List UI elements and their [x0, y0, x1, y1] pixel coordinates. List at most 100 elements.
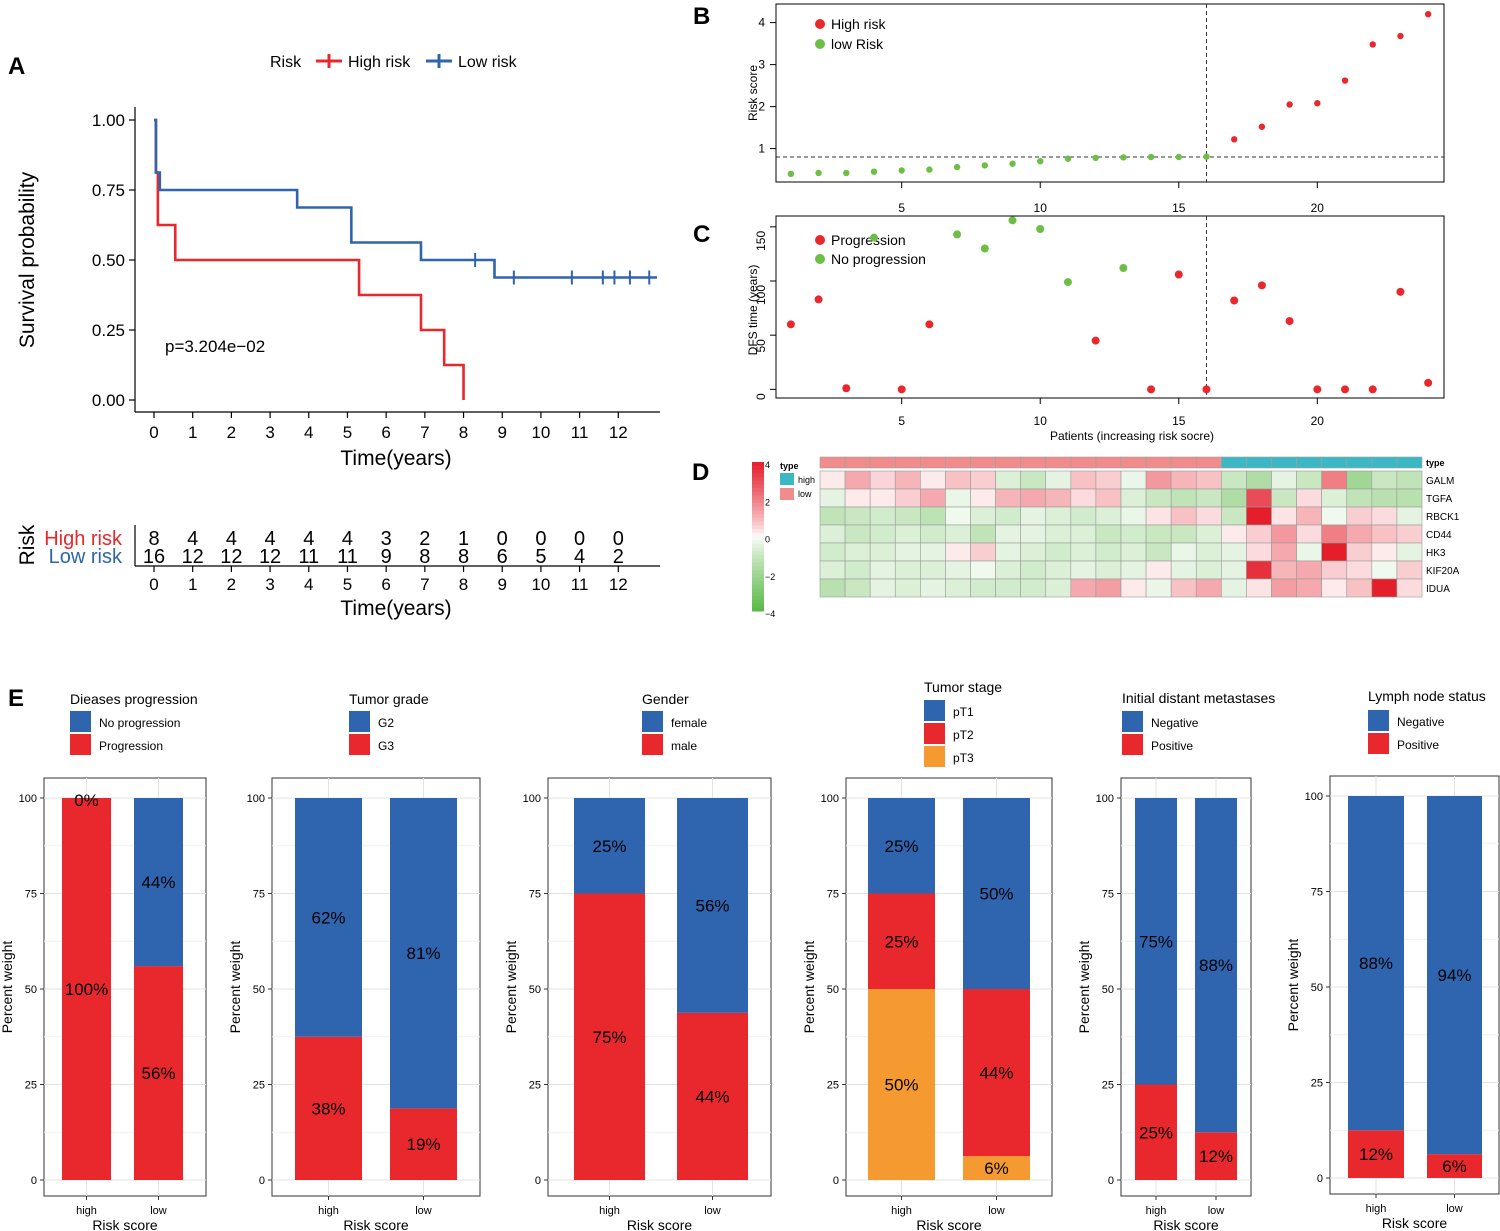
risk-table-tick-label: 1 [188, 575, 197, 594]
risk-point [1369, 41, 1376, 48]
heatmap-cell [1195, 542, 1222, 562]
heatmap-cell [1145, 506, 1172, 526]
heatmap-type-cell [1396, 456, 1423, 469]
heatmap-cell [844, 524, 871, 544]
heatmap-cell [1070, 488, 1097, 508]
bar-y-tick-label: 25 [253, 1080, 265, 1092]
dfs-point [953, 230, 962, 239]
risk-table-count: 0 [535, 528, 546, 550]
risk-score-panel: B 1 2 3 4 5 10 15 20 Risk score High risk low Risk [693, 3, 1445, 215]
heatmap-cell [1396, 560, 1423, 580]
bar-data-label: 0% [74, 791, 99, 810]
heatmap-cell [1170, 506, 1197, 526]
bar-y-tick-label: 75 [1311, 887, 1323, 899]
dfs-x-tick-label: 15 [1172, 414, 1186, 428]
risk-table-count: 4 [226, 528, 237, 550]
dfs-point [1230, 296, 1239, 305]
dfs-x-axis-title: Patients (increasing risk socre) [1050, 429, 1214, 443]
heatmap-cell [1045, 578, 1072, 598]
heatmap-cell [1195, 578, 1222, 598]
dfs-point [1091, 336, 1100, 345]
heatmap-cell [1321, 470, 1348, 490]
heatmap-gene-label: TGFA [1426, 494, 1452, 505]
bar-data-label: 62% [311, 908, 345, 927]
heatmap-cell [1371, 542, 1398, 562]
heatmap-cell [1070, 578, 1097, 598]
bar-legend-title: Dieases progression [70, 691, 198, 707]
heatmap-cell [1195, 470, 1222, 490]
risk-table-count: 0 [574, 528, 585, 550]
risk-table-count: 2 [613, 546, 624, 568]
heatmap-type-cell [844, 456, 871, 469]
bar-segment [1427, 1154, 1482, 1178]
risk-point [1286, 101, 1293, 108]
bar-legend-label: Progression [99, 739, 163, 753]
bar-segment [963, 1156, 1030, 1180]
heatmap-cell [995, 524, 1021, 544]
heatmap-cell [970, 560, 996, 580]
risk-table-tick-label: 6 [381, 575, 390, 594]
dfs-y-tick-label: 0 [754, 393, 768, 400]
risk-point [1397, 32, 1404, 40]
risk-table-count: 6 [497, 546, 508, 568]
risk-table-count: 0 [497, 528, 508, 550]
heatmap-scale-step [752, 510, 764, 515]
heatmap-type-cell [1271, 456, 1297, 469]
bar-data-label: 81% [406, 944, 440, 963]
bar-data-label: 44% [695, 1087, 729, 1106]
heatmap-cell [1271, 578, 1297, 598]
heatmap-cell [1321, 542, 1348, 562]
km-y-tick-label: 0.00 [92, 391, 125, 410]
dfs-point [925, 320, 934, 329]
bar-y-tick-label: 0 [31, 1175, 37, 1187]
heatmap-cell [1296, 578, 1322, 598]
dfs-point [1313, 385, 1322, 394]
heatmap-cell [1045, 488, 1072, 508]
bar-x-tick-label: low [1208, 1205, 1225, 1217]
dfs-x-tick-label: 20 [1311, 414, 1325, 428]
heatmap-scale-step [752, 566, 764, 571]
risk-table-title: Risk [16, 524, 39, 565]
bar-y-tick-label: 50 [827, 984, 839, 996]
dfs-point [1147, 385, 1156, 394]
heatmap-cell [844, 506, 871, 526]
km-panel: A Risk High risk Low risk0.000.250.500.751.… [8, 53, 660, 620]
heatmap-scale-step [752, 476, 764, 482]
heatmap-cell [1346, 488, 1373, 508]
heatmap-cell [1095, 488, 1122, 508]
heatmap-cell [1070, 542, 1097, 562]
bar-segment [295, 1036, 362, 1180]
heatmap-cell [1296, 524, 1322, 544]
heatmap-cell [945, 578, 971, 598]
bar-segment [868, 989, 935, 1180]
risk-table-x-axis-title: Time(years) [340, 597, 451, 620]
heatmap-cell [945, 488, 971, 508]
bar-x-tick-label: high [1366, 1203, 1387, 1215]
dfs-y-tick-label: 150 [754, 231, 768, 251]
bar-legend-swatch [70, 734, 91, 755]
heatmap-cell [1296, 488, 1322, 508]
panel-label-C: C [693, 221, 710, 248]
km-x-tick-label: 1 [188, 423, 197, 442]
heatmap-cell [1346, 470, 1373, 490]
heatmap-cell [1296, 506, 1322, 526]
bar-segment [1195, 798, 1237, 1133]
heatmap-cell [1045, 542, 1072, 562]
bar-legend-swatch [1122, 711, 1143, 732]
heatmap-cell [1070, 524, 1097, 544]
risk-table-tick-label: 2 [227, 575, 236, 594]
bar-segment [574, 798, 645, 894]
heatmap-cell [819, 524, 846, 544]
bar-data-label: 75% [1139, 932, 1173, 951]
heatmap-cell [1346, 578, 1373, 598]
heatmap-legend-swatch-high [780, 473, 794, 485]
heatmap-scale-step [752, 577, 764, 582]
risk-table-count: 16 [143, 546, 165, 568]
heatmap-cell [869, 578, 896, 598]
bar-legend-swatch [70, 711, 91, 732]
bar-legend-label: male [671, 739, 697, 753]
heatmap-scale-step [752, 480, 764, 485]
heatmap-cell [1271, 542, 1297, 562]
heatmap-cell [1020, 470, 1047, 490]
